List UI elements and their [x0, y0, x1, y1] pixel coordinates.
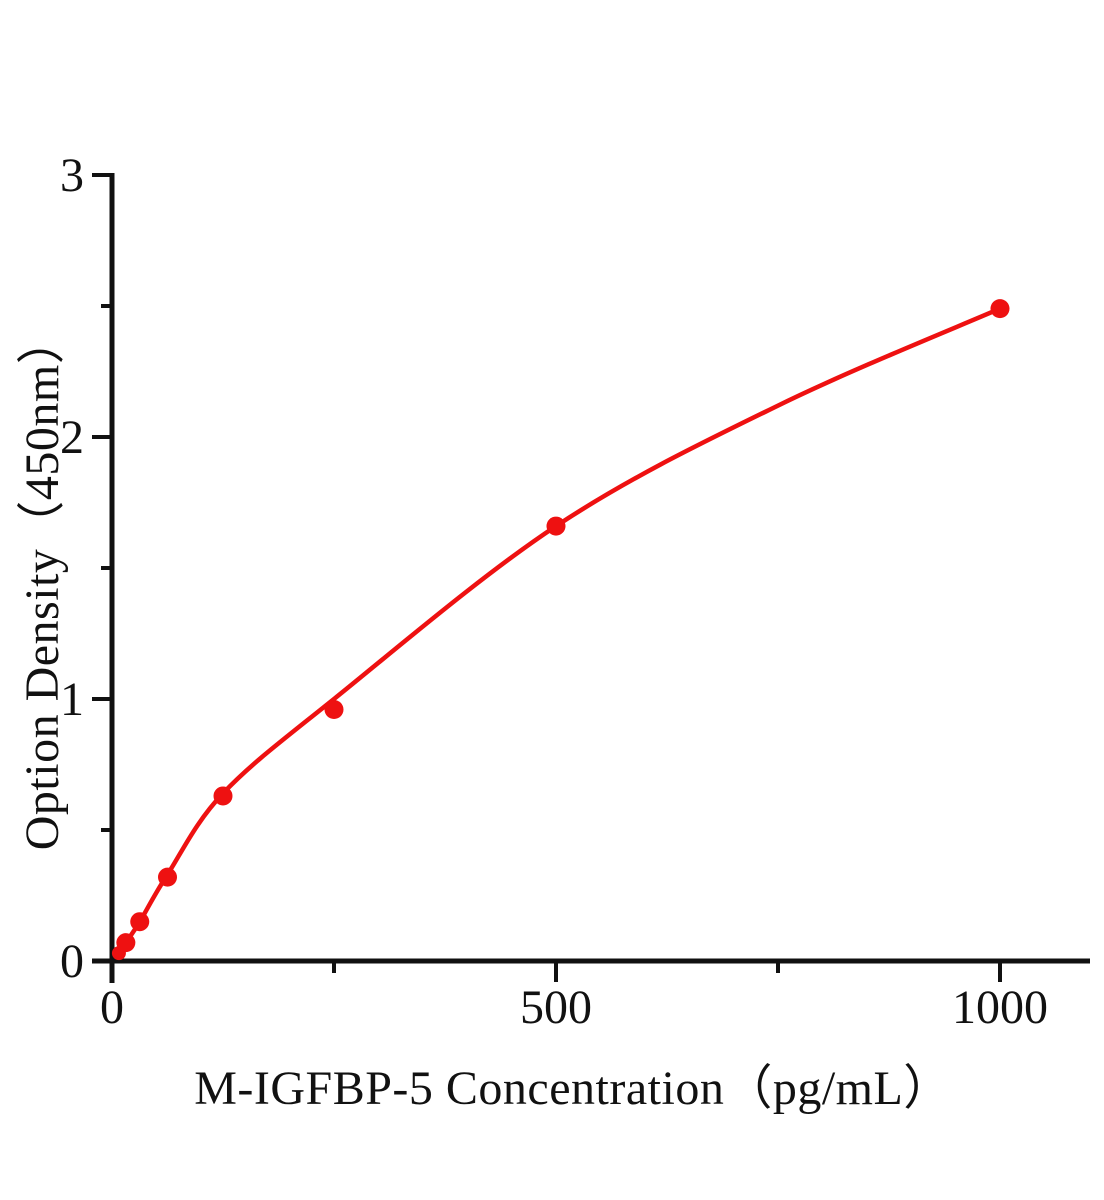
data-point-marker [324, 699, 344, 719]
y-axis-title: Option Density（450nm） [16, 315, 69, 851]
data-point-marker [130, 912, 150, 932]
x-axis-title: M-IGFBP-5 Concentration（pg/mL） [194, 1062, 952, 1115]
y-tick-label: 0 [60, 935, 84, 988]
y-tick-label: 1 [60, 673, 84, 726]
x-tick-label: 0 [100, 981, 124, 1034]
data-point-marker [116, 933, 136, 953]
y-tick-label: 2 [60, 411, 84, 464]
fitted-curve-line [116, 306, 1003, 956]
y-tick-label: 3 [60, 149, 84, 202]
data-point-marker [990, 299, 1010, 319]
x-tick-label: 500 [520, 981, 592, 1034]
data-point-marker [546, 516, 566, 536]
x-tick-label: 1000 [952, 981, 1048, 1034]
data-point-marker [213, 786, 233, 806]
data-point-marker [158, 867, 177, 887]
